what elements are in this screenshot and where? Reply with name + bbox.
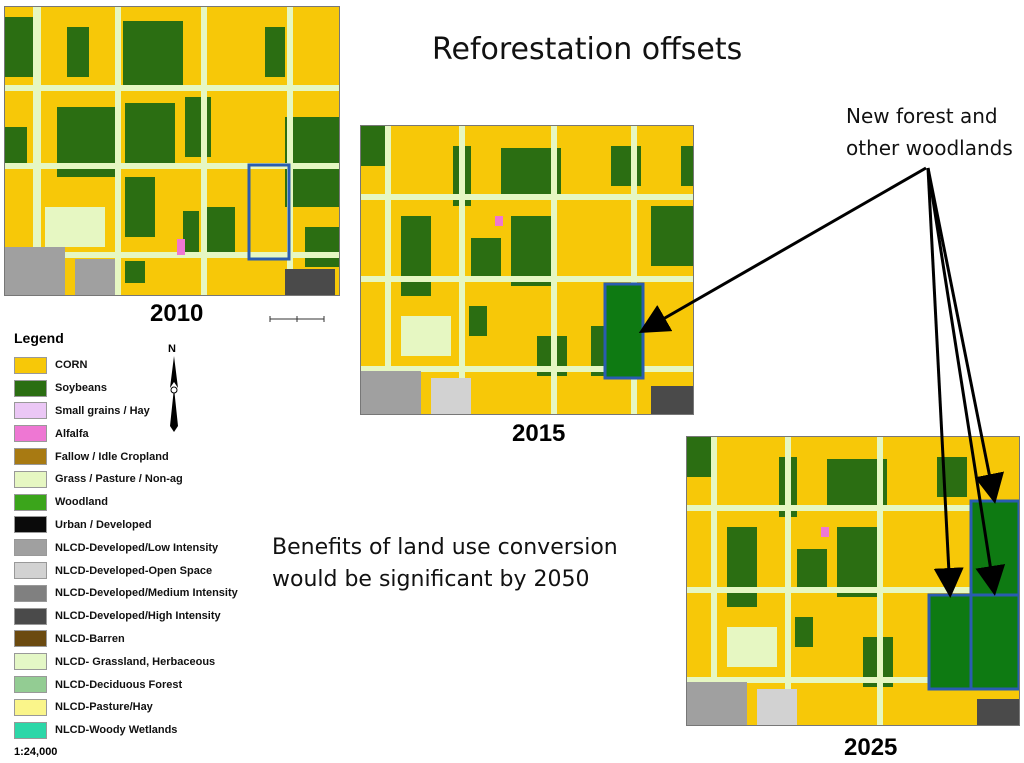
legend-item: Grass / Pasture / Non-ag (14, 468, 238, 491)
legend-swatch (14, 607, 47, 625)
legend-label: NLCD-Deciduous Forest (55, 678, 183, 691)
benefits-text: Benefits of land use conversion would be… (272, 532, 618, 596)
legend-item: Fallow / Idle Cropland (14, 445, 238, 468)
legend-label: Grass / Pasture / Non-ag (55, 473, 183, 486)
legend-swatch (14, 539, 47, 557)
legend-label: Small grains / Hay (55, 404, 150, 417)
legend-item: NLCD-Barren (14, 628, 238, 651)
legend-item: Alfalfa (14, 422, 238, 445)
legend-label: NLCD-Developed/High Intensity (55, 610, 221, 623)
legend-item: NLCD- Grassland, Herbaceous (14, 650, 238, 673)
legend-label: Urban / Developed (55, 518, 152, 531)
map-2015 (360, 125, 694, 415)
legend-label: NLCD-Developed-Open Space (55, 564, 213, 577)
callout-line-1: New forest and (846, 104, 998, 128)
land-use-map-2015 (361, 126, 693, 414)
year-label-2015: 2015 (512, 420, 566, 447)
legend-swatch (14, 584, 47, 602)
benefits-line-1: Benefits of land use conversion (272, 535, 618, 560)
legend-label: Woodland (55, 496, 108, 509)
legend-item: Woodland (14, 491, 238, 514)
legend-swatch (14, 356, 47, 374)
north-arrow-icon: N (164, 342, 184, 439)
svg-text:N: N (168, 343, 176, 355)
legend-swatch (14, 493, 47, 511)
map-legend: Legend CORN Soybeans Small grains / Hay Alf… (14, 330, 238, 758)
land-use-map-2010 (5, 7, 339, 295)
legend-item: NLCD-Developed/Low Intensity (14, 536, 238, 559)
new-forest-callout: New forest and other woodlands (846, 100, 1013, 164)
legend-swatch (14, 676, 47, 694)
legend-swatch (14, 630, 47, 648)
legend-items: CORN Soybeans Small grains / Hay Alfalfa Fal… (14, 354, 238, 742)
legend-swatch (14, 448, 47, 466)
legend-item: NLCD-Developed/Medium Intensity (14, 582, 238, 605)
legend-swatch (14, 470, 47, 488)
legend-item: Soybeans (14, 377, 238, 400)
map-2025 (686, 436, 1020, 726)
year-label-2025: 2025 (844, 734, 898, 761)
legend-item: NLCD-Developed-Open Space (14, 559, 238, 582)
benefits-line-2: would be significant by 2050 (272, 567, 590, 592)
legend-swatch (14, 516, 47, 534)
legend-title: Legend (14, 330, 64, 346)
legend-label: NLCD-Barren (55, 632, 125, 645)
legend-item: Small grains / Hay (14, 400, 238, 423)
scale-bar-icon (268, 312, 328, 330)
legend-swatch (14, 425, 47, 443)
legend-item: Urban / Developed (14, 514, 238, 537)
legend-swatch (14, 562, 47, 580)
legend-item: CORN (14, 354, 238, 377)
legend-label: NLCD-Developed/Low Intensity (55, 541, 219, 554)
year-label-2010: 2010 (150, 300, 204, 327)
legend-swatch (14, 698, 47, 716)
legend-label: NLCD- Grassland, Herbaceous (55, 655, 216, 668)
land-use-map-2025 (687, 437, 1019, 725)
legend-swatch (14, 402, 47, 420)
scale-ratio: 1:24,000 (14, 745, 58, 758)
legend-swatch (14, 379, 47, 397)
legend-label: CORN (55, 359, 88, 372)
map-2010 (4, 6, 340, 296)
legend-label: Fallow / Idle Cropland (55, 450, 169, 463)
legend-swatch (14, 721, 47, 739)
slide-title: Reforestation offsets (432, 32, 743, 67)
legend-swatch (14, 653, 47, 671)
legend-label: NLCD-Pasture/Hay (55, 701, 153, 714)
legend-item: NLCD-Woody Wetlands (14, 719, 238, 742)
legend-item: NLCD-Deciduous Forest (14, 673, 238, 696)
legend-item: NLCD-Developed/High Intensity (14, 605, 238, 628)
callout-line-2: other woodlands (846, 136, 1013, 160)
legend-label: Alfalfa (55, 427, 89, 440)
legend-label: Soybeans (55, 382, 107, 395)
legend-label: NLCD-Woody Wetlands (55, 724, 178, 737)
legend-label: NLCD-Developed/Medium Intensity (55, 587, 238, 600)
legend-item: NLCD-Pasture/Hay (14, 696, 238, 719)
